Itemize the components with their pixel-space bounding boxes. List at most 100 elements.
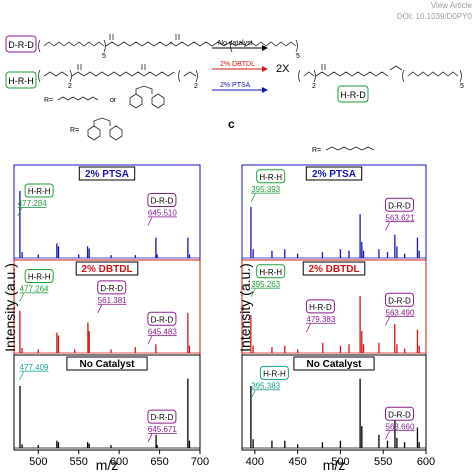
r-or-text: or [110,97,117,104]
panel-title: No Catalyst [306,359,362,370]
species-label: D-R-D [151,413,174,422]
spectrum-panel-left-3: No Catalyst 477.409 D-R-D 645.671 [13,354,201,451]
drd-subscript-left: 5 [102,53,106,60]
mz-label: 563.660 [386,422,415,431]
species-label: H-R-H [28,273,51,282]
species-box [147,311,177,326]
mz-label: 395.383 [251,381,280,390]
x-axis-label: m/z [323,457,346,473]
peak-annotation: H-R-H 477.264 [19,269,54,302]
panel-title: No Catalyst [79,359,135,370]
species-label: H-R-H [259,173,282,182]
page-header: View Article DOI: 10.1039/D0PY0 [397,0,472,22]
annotation-arrow [147,336,153,345]
panel-title-box [302,261,366,276]
view-article-link[interactable]: View Article [430,1,472,10]
panel-title: 2% DBTDL [81,264,132,275]
panel-title-box [293,356,375,371]
species-label: D-R-D [388,201,411,210]
panel-title-box [78,166,136,181]
r-xylylene-structure [129,85,165,109]
panel-title-box [75,261,139,276]
panel-title-box [66,356,148,371]
species-box [305,299,335,314]
hrd-label-box [337,85,369,103]
x-tick-label: 400 [246,456,264,468]
mz-label: 395.263 [251,280,280,289]
species-label: D-R-D [388,296,411,305]
y-axis-label: Intensity (a.u.) [237,263,253,352]
arrow-dbtdl-head [262,66,268,72]
drd-label-box [5,35,37,53]
arrow-no-catalyst-label: No catalyst [218,40,253,47]
hrh-label: H-R-H [8,76,34,86]
r-label-right-panel: R= [312,147,321,154]
x-tick-label: 550 [70,456,88,468]
species-box [259,365,289,380]
arrow-no-catalyst-head [262,45,268,51]
spectrum-panel-right-1: 2% PTSA H-R-H 395.393 D-R-D 563.621 [241,164,427,261]
species-box [256,169,286,184]
panel-frame [13,354,201,451]
species-label: H-R-H [28,187,51,196]
arrow-dbtdl-label: 2% DBTDL [220,61,255,68]
arrow-ptsa-label: 2% PTSA [220,82,251,89]
mz-label: 645.510 [148,209,177,218]
annotation-arrow [250,288,256,297]
x-axis-label: m/z [96,457,119,473]
mz-label: 563.621 [386,213,415,222]
arrow-ptsa-head [262,87,268,93]
spectrum-panel-right-3: No Catalyst H-R-H 395.383 D-R-D 563.660 [241,354,427,451]
species-box [147,193,177,207]
annotation-arrow [147,433,153,443]
r-group-label: R= [44,97,53,104]
hrh-subscript-left: 2 [68,83,72,90]
panel-letter-c: c [228,117,235,131]
mz-label: 477.284 [18,199,47,208]
species-label: D-R-D [151,197,174,206]
annotation-arrow [19,293,24,302]
peak-annotation: 477.409 [19,363,49,380]
x-tick-label: 500 [331,456,349,468]
annotation-arrow [250,193,256,202]
annotation-arrow [97,304,103,314]
mz-label: 479.383 [306,315,335,324]
spectra-charts: 2% PTSA H-R-H 477.284 D-R-D 645.510 2% DBTDL H… [2,164,435,473]
x-tick-label: 600 [417,456,435,468]
species-label: H-R-H [263,369,286,378]
spectrum-panel-left-1: 2% PTSA H-R-H 477.284 D-R-D 645.510 [13,164,201,261]
mz-label: 395.393 [251,185,280,194]
species-box [24,183,54,198]
x-tick-label: 550 [374,456,392,468]
mz-label: 563.490 [386,308,415,317]
product-factor: 2X [276,63,290,75]
mz-label: 477.264 [20,285,49,294]
annotation-arrow [385,431,390,440]
peak-annotation: H-R-H 395.263 [250,264,286,297]
hrd-label: H-R-D [340,90,366,100]
peak-annotation: D-R-D 563.660 [385,406,415,440]
x-tick-label: 650 [150,456,168,468]
species-box [385,197,415,212]
mz-label: 477.409 [20,363,49,372]
peak-annotation: D-R-D 561.381 [97,280,127,314]
peak-annotation: D-R-D 645.483 [147,311,177,345]
chart-right: 2% PTSA H-R-H 395.393 D-R-D 563.621 2% DBTDL H… [237,164,435,473]
peak-annotation: D-R-D 645.510 [147,193,177,226]
annotation-arrow [19,371,24,380]
peak-annotation: D-R-D 563.490 [385,292,415,326]
peak-annotation: H-R-H 395.383 [250,365,289,399]
hrh-molecule-structure [38,64,198,83]
chart-left: 2% PTSA H-R-H 477.284 D-R-D 645.510 2% DBTDL H… [2,164,209,473]
panel-title: 2% PTSA [85,169,129,180]
hrd-subscript-right: 5 [460,83,464,90]
annotation-arrow [306,323,311,333]
annotation-arrow [17,207,23,217]
hrd-molecule-structure [298,64,462,83]
r-label-left-panel: R= [70,127,79,134]
drd-subscript-right: 5 [296,53,300,60]
species-box [385,292,415,307]
annotation-arrow [385,222,390,231]
drd-molecule-structure [38,34,298,53]
spectrum-panel-right-2: 2% DBTDL H-R-H 395.263 H-R-D 479.383 D-R-D 563… [241,259,427,356]
